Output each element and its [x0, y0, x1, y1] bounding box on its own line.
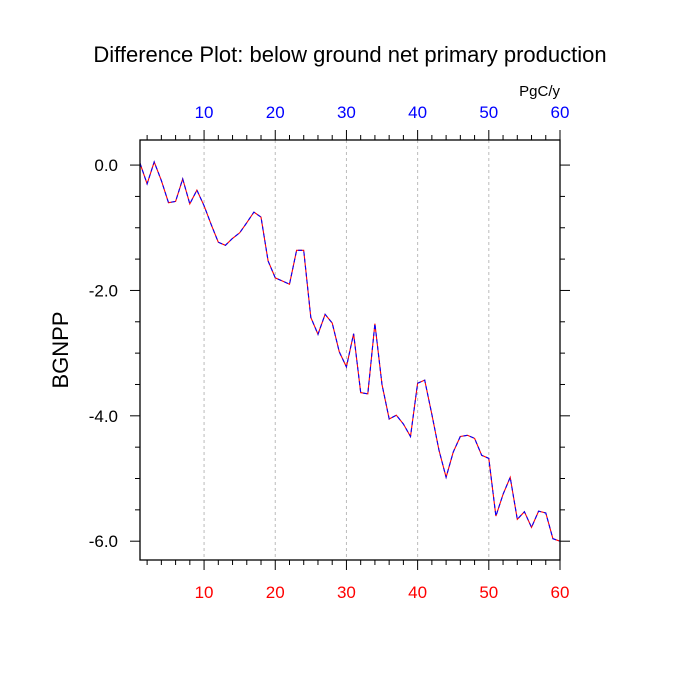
x-tick-label-top-40: 40	[408, 103, 427, 122]
chart-title: Difference Plot: below ground net primar…	[93, 42, 606, 67]
series-line-red-0	[139, 160, 561, 542]
x-tick-label-bottom-40: 40	[408, 583, 427, 602]
y-tick-label-3: -6.0	[89, 532, 118, 551]
plot-frame	[139, 139, 561, 561]
x-tick-label-top-10: 10	[195, 103, 214, 122]
grid-lines	[203, 140, 490, 560]
x-tick-label-bottom-30: 30	[337, 583, 356, 602]
units-label: PgC/y	[519, 83, 560, 100]
tick-marks	[130, 130, 570, 570]
x-tick-label-bottom-50: 50	[479, 583, 498, 602]
y-axis-label: BGNPP	[48, 311, 73, 388]
x-tick-label-top-30: 30	[337, 103, 356, 122]
x-tick-label-bottom-20: 20	[266, 583, 285, 602]
x-tick-label-bottom-60: 60	[551, 583, 570, 602]
tick-labels: 10 10 20 20 30 30 40 40 50 50 60 60 0.0 -2.0 -4.0 -6.0	[89, 103, 570, 602]
y-tick-label-0: 0.0	[94, 156, 118, 175]
x-tick-label-top-20: 20	[266, 103, 285, 122]
x-tick-label-bottom-10: 10	[195, 583, 214, 602]
y-tick-label-1: -2.0	[89, 281, 118, 300]
series-layer	[139, 160, 561, 542]
series-line-blue-0	[139, 160, 561, 542]
x-tick-label-top-60: 60	[551, 103, 570, 122]
y-tick-label-2: -4.0	[89, 407, 118, 426]
x-tick-label-top-50: 50	[479, 103, 498, 122]
